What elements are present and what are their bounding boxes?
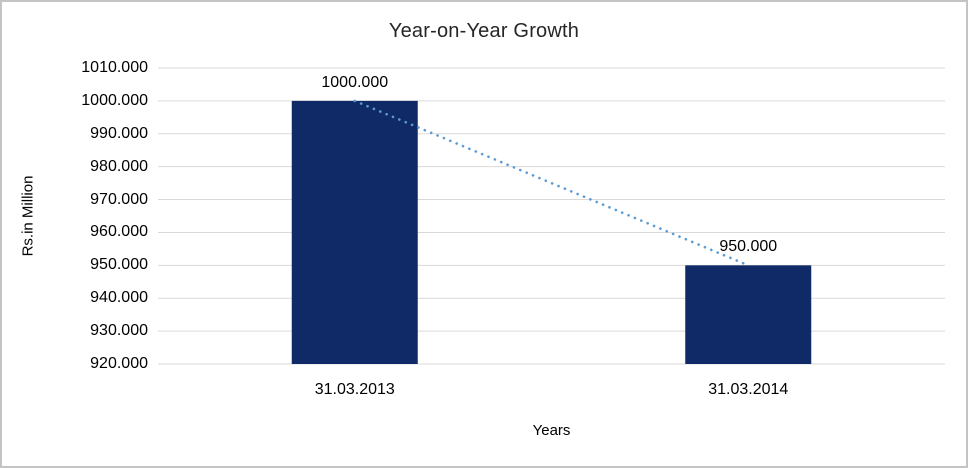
data-label: 950.000 bbox=[719, 238, 778, 256]
trendline bbox=[353, 99, 750, 267]
bar bbox=[291, 100, 418, 364]
y-axis-tick-label: 970.000 bbox=[90, 190, 148, 208]
bar bbox=[685, 265, 812, 364]
y-axis-tick-label: 960.000 bbox=[90, 223, 148, 241]
y-axis-tick-label: 920.000 bbox=[90, 355, 148, 372]
y-axis-tick-label: 1000.000 bbox=[81, 91, 148, 109]
y-axis-tick-label: 980.000 bbox=[90, 157, 148, 175]
x-axis-category-label: 31.03.2014 bbox=[708, 381, 789, 398]
data-label: 1000.000 bbox=[321, 73, 389, 91]
y-axis-tick-label: 930.000 bbox=[90, 322, 148, 340]
chart-title: Year-on-Year Growth bbox=[388, 20, 580, 42]
y-axis-tick-label: 990.000 bbox=[90, 124, 148, 142]
x-axis-title: Years bbox=[532, 422, 571, 439]
y-axis-tick-label: 950.000 bbox=[90, 256, 148, 274]
x-axis-category-label: 31.03.2013 bbox=[314, 381, 395, 398]
y-axis-tick-label: 940.000 bbox=[90, 289, 148, 307]
y-axis-tick-label: 1010.000 bbox=[81, 59, 148, 76]
